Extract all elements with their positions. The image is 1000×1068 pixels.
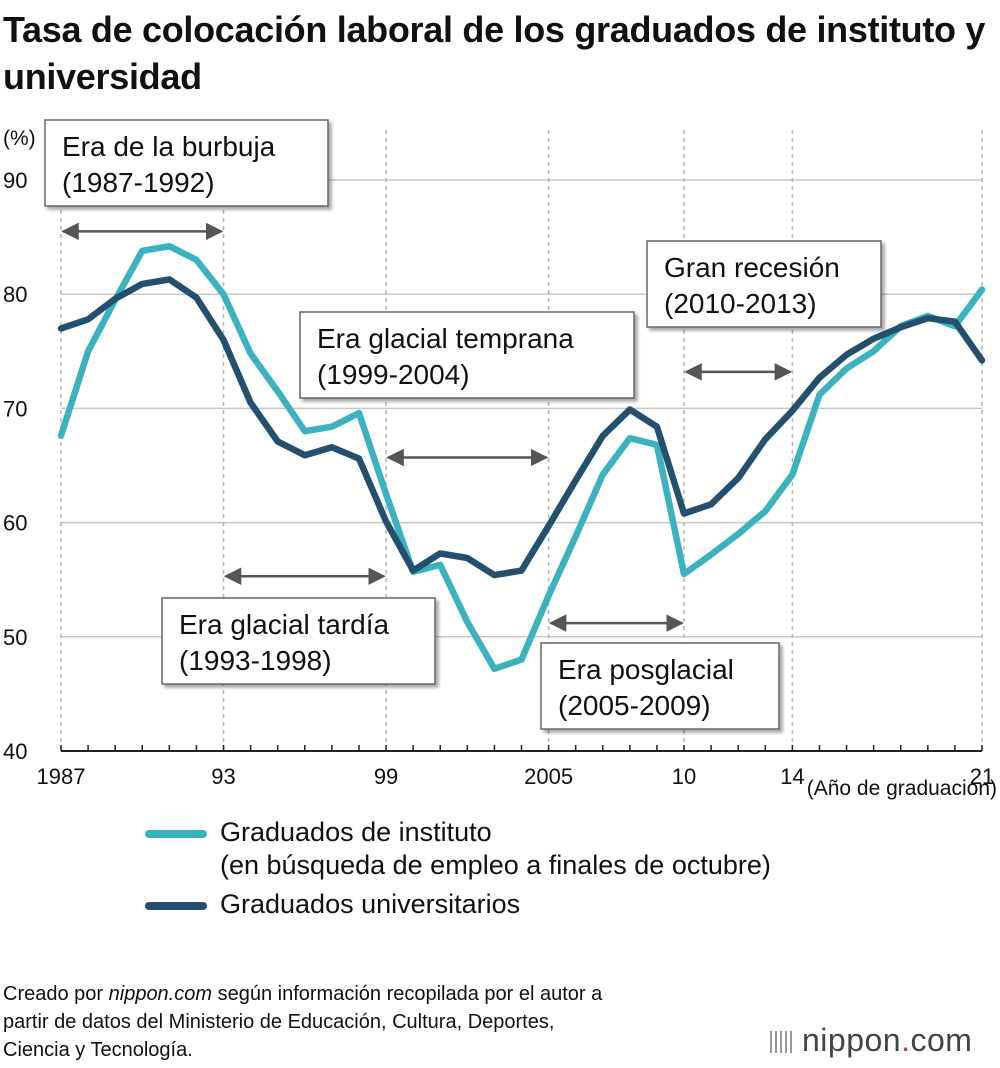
era-box [44,119,329,207]
x-axis-label: (Año de graduación) [807,777,997,800]
logo-bars-icon [770,1031,794,1053]
era-box [299,311,635,399]
era-annotations: Era de la burbuja (1987-1992) Era glacial … [44,119,882,730]
era-label: Era glacial temprana [317,323,574,354]
era-box [540,642,780,730]
x-tick-label: 1987 [37,764,86,789]
era-years: (2005-2009) [558,690,711,721]
logo-tld: com [910,1022,973,1058]
x-tick-label: 93 [211,764,235,789]
logo-name: nippon [802,1022,902,1058]
era-annotation-temprana: Era glacial temprana (1999-2004) [299,311,635,467]
logo-dot: . [901,1022,911,1058]
legend: Graduados de instituto (en búsqueda de e… [145,816,771,921]
axes: (%) (Año de graduación) 40 50 60 70 80 90 1987… [3,127,997,800]
era-label: Gran recesión [664,252,840,283]
era-years: (1999-2004) [317,359,470,390]
y-tick-label: 40 [3,739,27,764]
source-line-1: Creado por nippon.com según información … [3,980,602,1008]
legend-item-university: Graduados universitarios [145,888,771,921]
era-years: (1987-1992) [62,167,215,198]
source-note: Creado por nippon.com según información … [3,980,602,1064]
source-brand: nippon.com [108,983,213,1005]
x-tick-label: 10 [672,764,696,789]
era-annotation-tardia: Era glacial tardía (1993-1998) [161,567,436,685]
y-axis-label: (%) [3,127,36,150]
series [57,242,986,673]
nippon-logo: nippon.com [770,1022,972,1059]
source-line-2: partir de datos del Ministerio de Educac… [3,1011,555,1033]
era-label: Era posglacial [558,654,734,685]
series-line-university [57,276,986,579]
source-line-3: Ciencia y Tecnología. [3,1039,193,1061]
x-tick-label: 14 [780,764,804,789]
x-tick-label: 21 [970,764,994,789]
era-years: (1993-1998) [179,645,332,676]
era-box [646,240,882,328]
y-tick-label: 90 [3,168,27,193]
source-prefix: Creado por [3,983,109,1005]
era-annotation-burbuja: Era de la burbuja (1987-1992) [44,119,329,241]
chart-title: Tasa de colocación laboral de los gradua… [3,9,986,97]
y-tick-label: 70 [3,396,27,421]
y-tick-label: 50 [3,625,27,650]
era-annotation-posglacial: Era posglacial (2005-2009) [540,614,780,730]
legend-label-high-school: Graduados de instituto [220,817,492,847]
source-line-1-rest: según información recopilada por el auto… [212,983,603,1005]
x-tick-label: 2005 [524,764,573,789]
legend-swatch-university [145,902,207,910]
legend-label-university: Graduados universitarios [220,889,521,919]
line-chart: (%) (Año de graduación) 40 50 60 70 80 90 1987… [3,119,997,800]
legend-item-high-school: Graduados de instituto (en búsqueda de e… [145,816,771,882]
era-label: Era glacial tardía [179,609,390,640]
x-tick-label: 99 [374,764,398,789]
era-box [161,597,436,685]
era-years: (2010-2013) [664,288,817,319]
legend-swatch-high-school [145,830,207,838]
era-label: Era de la burbuja [62,131,276,162]
legend-note-high-school: (en búsqueda de empleo a finales de octu… [220,850,771,880]
era-annotation-recesion: Gran recesión (2010-2013) [646,240,882,381]
y-tick-label: 60 [3,511,27,536]
series-line-high-school [57,242,986,673]
y-tick-label: 80 [3,282,27,307]
